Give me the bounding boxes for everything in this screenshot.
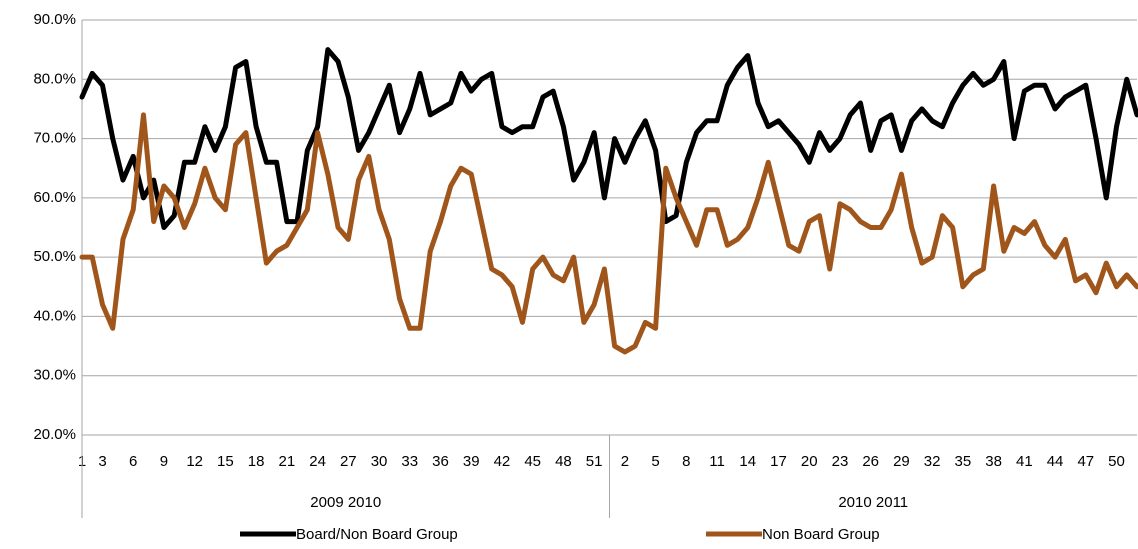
x-tick-label: 14 (739, 453, 756, 470)
x-tick-label: 20 (801, 453, 818, 470)
y-tick-label: 60.0% (33, 189, 76, 206)
legend-label: Board/Non Board Group (296, 526, 458, 543)
x-tick-label: 11 (709, 453, 725, 470)
x-tick-label: 15 (217, 453, 234, 470)
series-line (79, 47, 1138, 230)
x-tick-label: 21 (279, 453, 296, 470)
x-tick-label: 17 (770, 453, 787, 470)
y-tick-label: 90.0% (33, 11, 76, 28)
x-tick-label: 6 (129, 453, 137, 470)
group-label: 2010 2011 (838, 494, 908, 511)
y-tick-label: 80.0% (33, 70, 76, 87)
group-label: 2009 2010 (310, 494, 381, 511)
x-tick-label: 24 (309, 453, 326, 470)
x-tick-label: 26 (862, 453, 879, 470)
x-tick-label: 33 (401, 453, 418, 470)
y-tick-label: 40.0% (33, 307, 76, 324)
series-line (79, 112, 1138, 355)
x-tick-label: 23 (832, 453, 849, 470)
x-tick-label: 3 (98, 453, 106, 470)
y-tick-label: 20.0% (33, 426, 76, 443)
x-tick-label: 12 (186, 453, 203, 470)
x-tick-label: 50 (1108, 453, 1125, 470)
x-tick-label: 29 (893, 453, 910, 470)
y-tick-label: 30.0% (33, 367, 76, 384)
x-tick-label: 45 (524, 453, 541, 470)
x-tick-label: 35 (955, 453, 972, 470)
x-tick-label: 44 (1047, 453, 1064, 470)
x-tick-label: 27 (340, 453, 357, 470)
x-tick-label: 18 (248, 453, 265, 470)
x-tick-label: 38 (985, 453, 1002, 470)
x-tick-label: 47 (1077, 453, 1094, 470)
y-tick-label: 50.0% (33, 248, 76, 265)
x-tick-label: 36 (432, 453, 449, 470)
x-tick-label: 51 (586, 453, 603, 470)
x-tick-label: 41 (1016, 453, 1033, 470)
x-tick-label: 2 (621, 453, 629, 470)
x-tick-label: 32 (924, 453, 941, 470)
legend-label: Non Board Group (762, 526, 880, 543)
x-tick-label: 39 (463, 453, 480, 470)
x-tick-label: 5 (651, 453, 659, 470)
x-tick-label: 48 (555, 453, 572, 470)
x-tick-label: 30 (371, 453, 388, 470)
y-tick-label: 70.0% (33, 130, 76, 147)
x-tick-label: 8 (682, 453, 690, 470)
x-tick-label: 9 (160, 453, 168, 470)
x-tick-label: 42 (494, 453, 511, 470)
